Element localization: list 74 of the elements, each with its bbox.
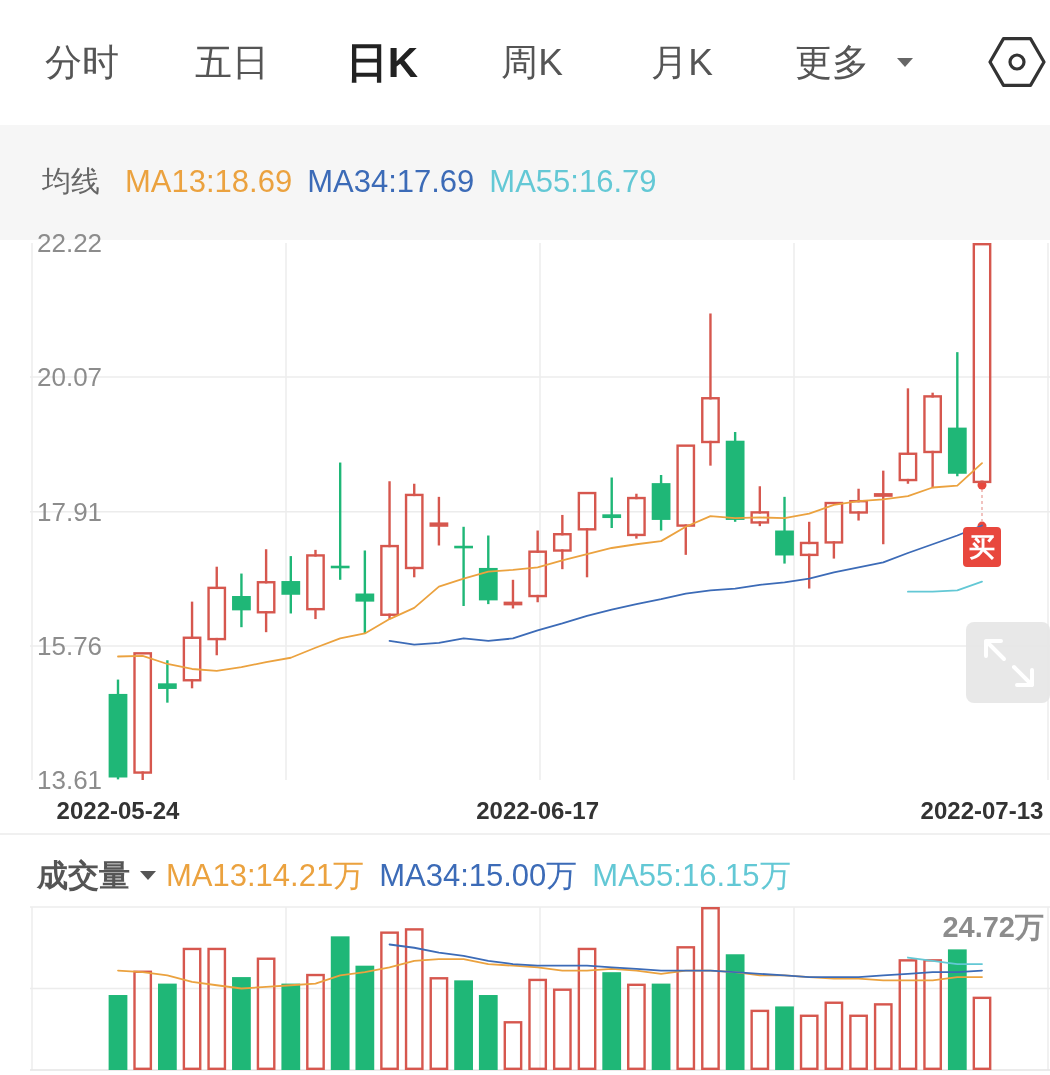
y-tick-label: 15.76 (37, 630, 103, 661)
bar (552, 988, 572, 1070)
y-tick-label: 22.22 (37, 228, 103, 258)
bar (898, 959, 918, 1070)
text: MA55:16.15万 (592, 857, 791, 893)
bar (528, 978, 548, 1070)
bar (750, 1009, 770, 1070)
y-tick-label: 17.91 (37, 496, 103, 527)
annotation: 买 (969, 532, 995, 563)
candlestick (873, 469, 893, 546)
bar (503, 1021, 523, 1070)
text: 分时 (45, 41, 119, 83)
bar (133, 970, 153, 1070)
candlestick (701, 312, 720, 467)
bar (256, 957, 276, 1070)
candlestick (849, 487, 868, 522)
bar (849, 1014, 868, 1070)
bar (972, 996, 992, 1070)
bar (454, 980, 473, 1070)
bar (602, 972, 622, 1070)
bar (182, 947, 202, 1070)
bar (824, 1001, 844, 1070)
bar (873, 1003, 893, 1070)
bar (380, 931, 399, 1070)
bar (577, 947, 597, 1070)
candlestick (157, 659, 177, 704)
bar (676, 946, 696, 1070)
candlestick (577, 491, 597, 579)
legend-title: 均线 (41, 165, 100, 197)
bar (108, 995, 128, 1070)
candlestick (799, 520, 819, 590)
bar (232, 977, 251, 1070)
candlestick (552, 513, 572, 571)
text: 日K (345, 38, 419, 86)
bar (947, 949, 967, 1070)
text: 更多 (795, 41, 869, 83)
text: 周K (501, 41, 564, 83)
candlestick (256, 548, 276, 634)
y-tick-label: 20.07 (37, 362, 103, 393)
bar (281, 983, 301, 1070)
text: MA13:18.69 (125, 163, 293, 199)
bar (404, 928, 424, 1070)
bar (429, 977, 449, 1070)
x-tick-label: 2022-06-17 (476, 796, 600, 824)
bar (701, 907, 720, 1070)
text: 月K (651, 41, 714, 83)
bar (627, 983, 646, 1070)
bar (725, 954, 745, 1070)
bar (775, 1006, 794, 1070)
series-label: MA34:15.00万 (379, 857, 578, 893)
bar (355, 965, 375, 1070)
y-tick-label: 13.61 (37, 765, 103, 795)
x-tick-label: 2022-05-24 (56, 796, 181, 824)
text: MA34:17.69 (307, 163, 475, 199)
legend-title: 成交量 (36, 857, 130, 893)
bar (923, 959, 943, 1070)
text: MA55:16.79 (489, 163, 657, 199)
annotation: 24.72万 (942, 911, 1044, 943)
candlestick (429, 495, 449, 547)
bar (651, 983, 671, 1070)
text: 五日 (195, 41, 269, 83)
bar (330, 936, 350, 1070)
bar (207, 947, 227, 1070)
bar (306, 973, 325, 1070)
bar (157, 983, 177, 1070)
text: MA13:14.21万 (166, 857, 365, 893)
bar (478, 995, 498, 1070)
candlestick (676, 444, 696, 557)
candlestick (232, 572, 251, 629)
bar (799, 1014, 819, 1070)
candlestick (281, 554, 301, 615)
x-tick-label: 2022-07-13 (920, 796, 1044, 824)
candlestick (602, 476, 622, 530)
candlestick (355, 549, 375, 635)
